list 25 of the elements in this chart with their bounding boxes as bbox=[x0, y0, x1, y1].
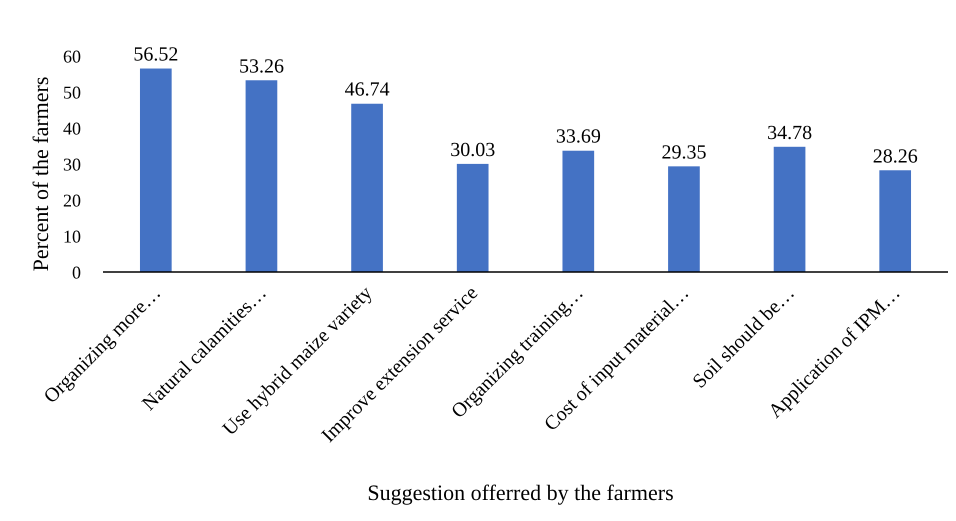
x-axis-title: Suggestion offerred by the farmers bbox=[367, 480, 674, 505]
data-label: 53.26 bbox=[238, 55, 284, 78]
y-tick-label: 50 bbox=[63, 82, 81, 102]
y-tick-label: 40 bbox=[63, 118, 81, 138]
y-axis-title: Percent of the farmers bbox=[28, 76, 53, 272]
y-tick-label: 20 bbox=[63, 190, 81, 210]
data-label: 46.74 bbox=[344, 78, 390, 101]
bar bbox=[351, 104, 383, 272]
bar bbox=[246, 80, 278, 272]
y-tick-label: 10 bbox=[63, 226, 81, 246]
y-tick-label: 0 bbox=[72, 262, 81, 282]
y-tick-label: 60 bbox=[63, 46, 81, 66]
data-label: 29.35 bbox=[661, 141, 706, 164]
bar bbox=[879, 170, 912, 272]
data-label: 34.78 bbox=[767, 122, 812, 144]
bar bbox=[140, 68, 172, 272]
data-label: 30.03 bbox=[450, 138, 496, 161]
bar bbox=[562, 150, 594, 272]
bar bbox=[456, 164, 489, 272]
data-label: 33.69 bbox=[556, 126, 601, 148]
bar bbox=[774, 146, 806, 272]
data-label: 28.26 bbox=[872, 145, 918, 168]
bar bbox=[668, 166, 700, 272]
y-tick-label: 30 bbox=[63, 154, 81, 174]
data-label: 56.52 bbox=[133, 44, 178, 66]
